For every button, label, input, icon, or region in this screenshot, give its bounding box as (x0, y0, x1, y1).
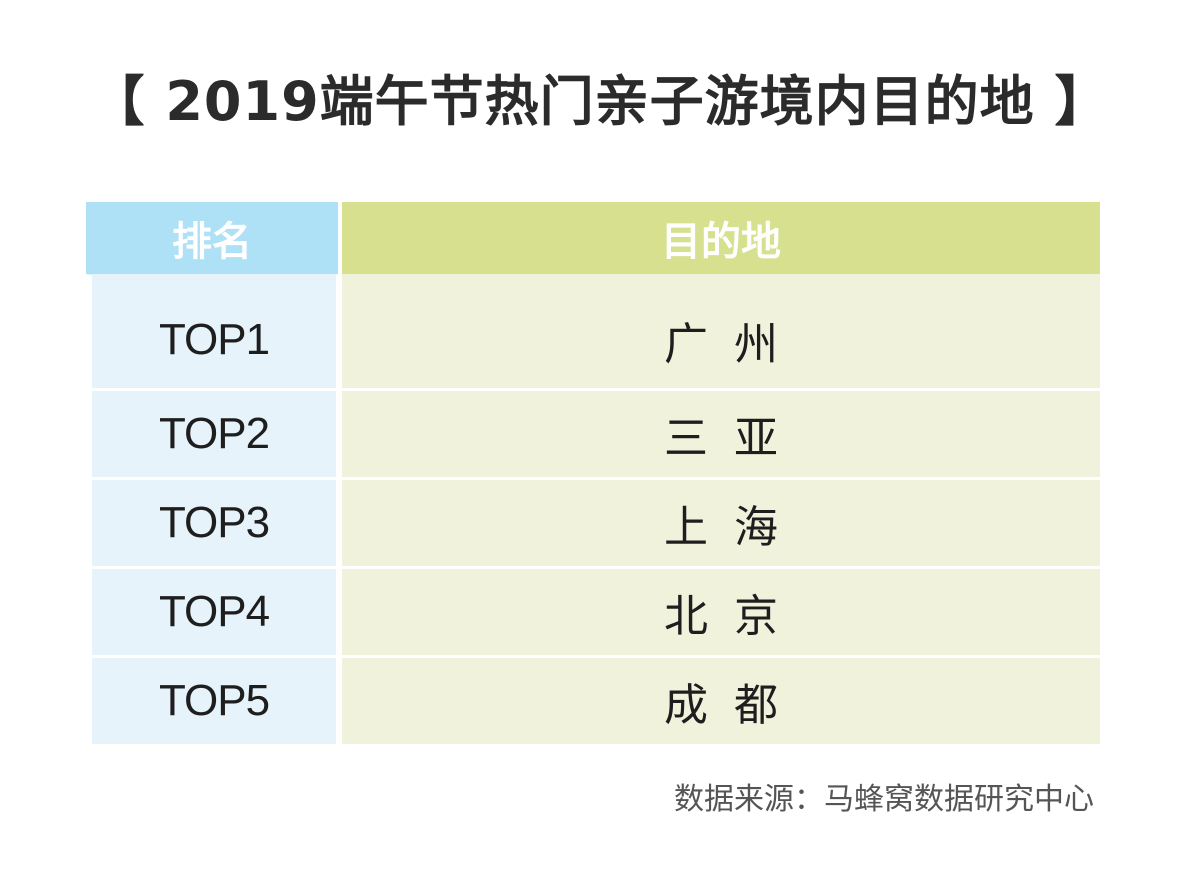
rank-header-label: 排名 (172, 219, 252, 265)
destination-cell: 三亚 (342, 391, 1100, 477)
table-row: TOP4 北京 (92, 569, 1100, 655)
table-row: TOP2 三亚 (92, 391, 1100, 477)
page-title: 【 2019端午节热门亲子游境内目的地 】 (90, 70, 1110, 133)
destination-header-label: 目的地 (661, 219, 781, 265)
rank-cell: TOP5 (92, 658, 336, 744)
rank-cell: TOP2 (92, 391, 336, 477)
rank-column-header: 排名 (86, 202, 338, 274)
rank-cell: TOP3 (92, 480, 336, 566)
table-row: TOP1 广州 (92, 274, 1100, 388)
rank-cell: TOP4 (92, 569, 336, 655)
rank-cell: TOP1 (92, 274, 336, 388)
ranking-table: TOP1 广州 TOP2 三亚 TOP3 上海 TOP4 北京 TOP5 成都 (92, 274, 1100, 747)
destination-cell: 成都 (342, 658, 1100, 744)
table-row: TOP3 上海 (92, 480, 1100, 566)
destination-column-header: 目的地 (342, 202, 1100, 274)
data-source-note: 数据来源：马蜂窝数据研究中心 (674, 782, 1094, 817)
destination-cell: 北京 (342, 569, 1100, 655)
destination-cell: 广州 (342, 274, 1100, 388)
table-row: TOP5 成都 (92, 658, 1100, 744)
destination-cell: 上海 (342, 480, 1100, 566)
